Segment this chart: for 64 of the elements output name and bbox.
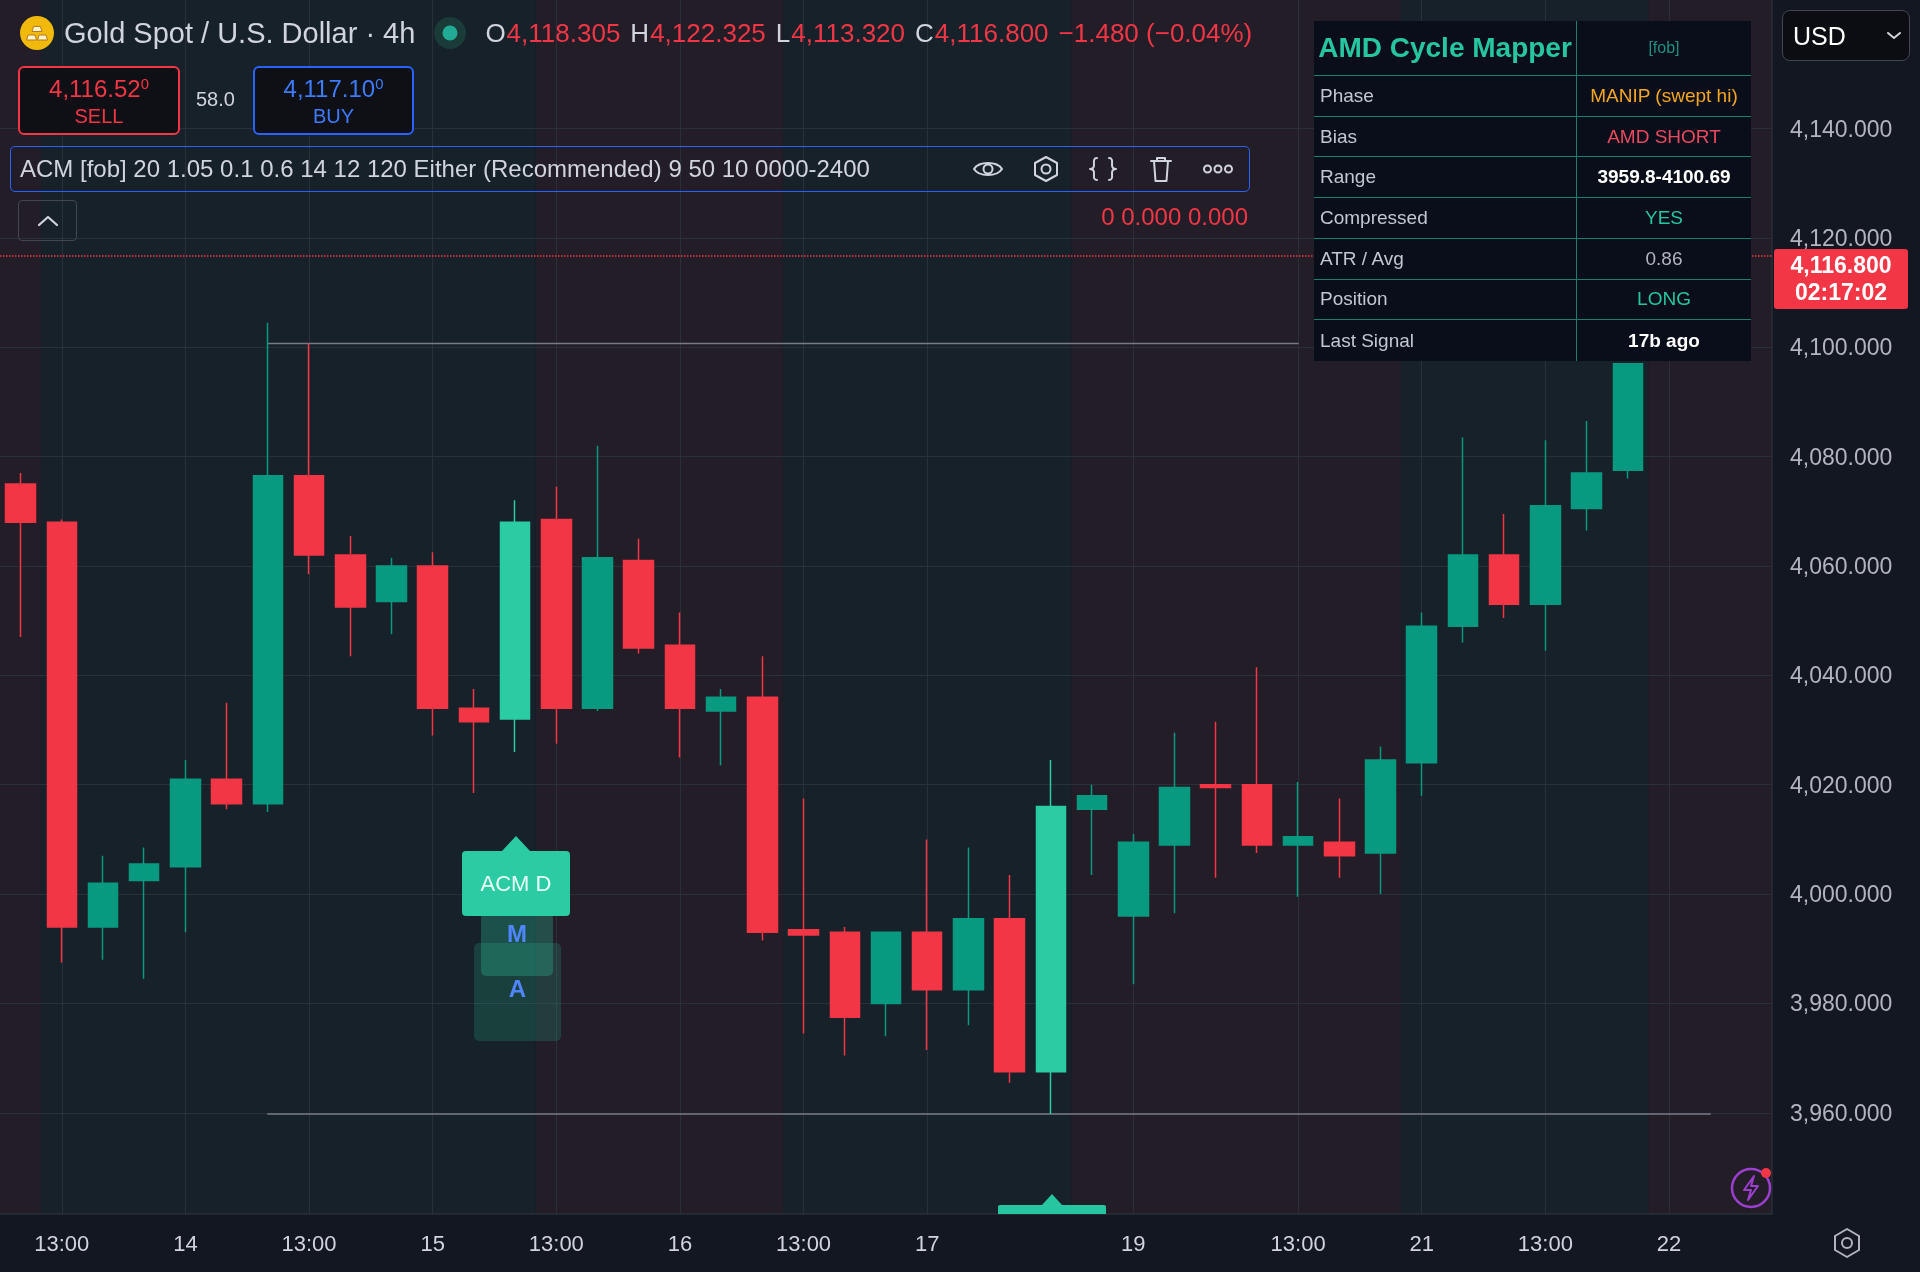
annotation: Last Signal — [1320, 329, 1415, 352]
annotation: M — [506, 920, 528, 948]
x-tick-label: 13:00 — [34, 1230, 90, 1256]
annotation: 4,116.52$^{0}$ — [49, 73, 149, 104]
annotation: ACM D — [479, 870, 553, 898]
x-tick-label: 13:00 — [1517, 1230, 1573, 1256]
buy-button: 4,117.10$^{0}$ BUY — [253, 66, 414, 135]
annotation: 4,117.10$^{0}$ — [283, 73, 384, 104]
x-tick-label: 17 — [914, 1230, 940, 1256]
annotation: Bias — [1320, 125, 1357, 148]
x-tick-label: 13:00 — [776, 1230, 832, 1256]
x-tick-label: 15 — [420, 1230, 445, 1256]
annotation: H — [630, 17, 650, 49]
annotation: 0.86 — [1645, 247, 1683, 270]
annotation: O — [485, 17, 506, 49]
annotation: 4,122.325 — [650, 17, 766, 49]
annotation: AMD SHORT — [1607, 125, 1721, 148]
y-tick-label: 4,020.000 — [1790, 771, 1893, 798]
currency-dropdown: USD — [1782, 10, 1910, 61]
x-tick-label: 13:00 — [1270, 1230, 1326, 1256]
x-tick-label: 13:00 — [528, 1230, 584, 1256]
y-tick-label: 4,080.000 — [1790, 443, 1893, 470]
annotation: 4,113.320 — [791, 17, 906, 49]
annotation: C — [915, 17, 934, 49]
x-tick-label: 16 — [667, 1230, 693, 1256]
x-tick-label: 22 — [1656, 1230, 1682, 1256]
sell-button: 4,116.52$^{0}$ SELL — [18, 66, 180, 135]
y-tick-label: 4,000.000 — [1790, 881, 1893, 908]
annotation: Compressed — [1320, 206, 1428, 229]
x-tick-label: 21 — [1409, 1230, 1434, 1256]
y-tick-label: 4,040.000 — [1790, 662, 1893, 689]
annotation: L — [775, 17, 791, 49]
annotation: Phase — [1320, 84, 1374, 107]
annotation: 4,116.800 — [934, 17, 1049, 49]
annotation: 3959.8-4100.69 — [1597, 166, 1731, 189]
indicator-bar: ACM [fob] 20 1.05 0.1 0.6 14 12 120 Either (Recommended) 9 50 10 0000-2400 — [10, 146, 1250, 192]
y-tick-label: 4,140.000 — [1790, 115, 1893, 142]
x-tick-label: 14 — [173, 1230, 198, 1256]
annotation: YES — [1644, 206, 1684, 229]
annotation: ATR / Avg — [1320, 247, 1404, 270]
annotation: Position — [1320, 288, 1388, 311]
annotation: ACM [fob] 20 1.05 0.1 0.6 14 12 120 Either (Recommended) 9 50 10 0000-2400 — [20, 155, 870, 183]
annotation: LONG — [1637, 288, 1691, 311]
annotation: 0 0.000 0.000 — [1101, 203, 1248, 231]
y-tick-label: 4,060.000 — [1790, 552, 1893, 579]
annotation: [fob] — [1648, 39, 1680, 57]
annotation: −1.480 (−0.04%) — [1058, 17, 1253, 49]
annotation: AMD Cycle Mapper — [1318, 32, 1572, 64]
annotation: BUY — [312, 103, 355, 128]
y-tick-label: 4,120.000 — [1790, 224, 1893, 251]
annotation: 17b ago — [1628, 329, 1700, 352]
x-tick-label: 13:00 — [281, 1230, 337, 1256]
annotation: A — [507, 975, 528, 1003]
annotation: SELL — [74, 103, 124, 128]
y-tick-label: 4,100.000 — [1790, 334, 1893, 361]
text: Gold Spot / U.S. Dollar · 4h — [64, 16, 416, 50]
annotation: 58.0 — [196, 88, 235, 111]
y-tick-label: 3,960.000 — [1790, 1099, 1893, 1126]
ref-line-label: 4,116.800 02:17:02 — [1774, 249, 1908, 309]
annotation: Range — [1320, 166, 1376, 189]
x-tick-label: 19 — [1121, 1230, 1146, 1256]
annotation: 4,118.305 — [506, 17, 621, 49]
annotation: MANIP (swept hi) — [1590, 84, 1738, 107]
y-tick-label: 3,980.000 — [1790, 990, 1893, 1017]
